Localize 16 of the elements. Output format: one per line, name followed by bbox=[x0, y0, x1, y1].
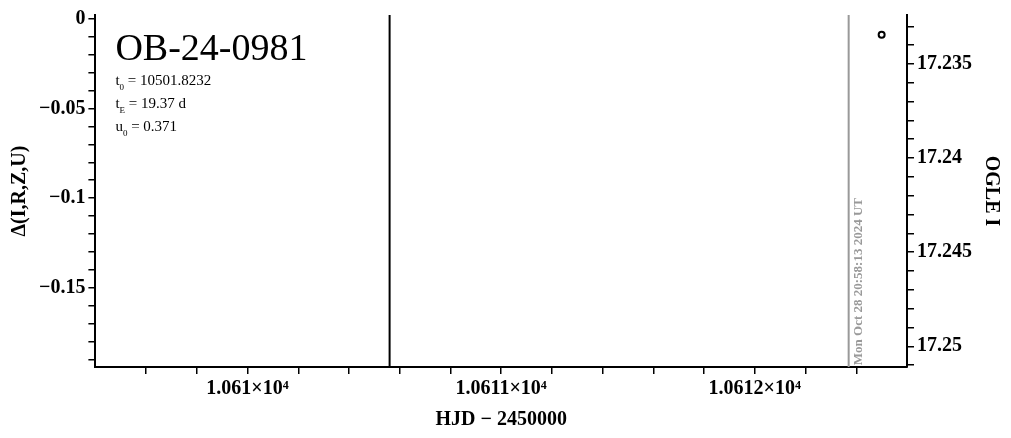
chart-title: OB-24-0981 bbox=[115, 26, 308, 68]
y2-tick-label: 17.245 bbox=[917, 239, 972, 262]
x-tick-label: 1.061×10⁴ bbox=[206, 376, 289, 399]
x-tick-label: 1.0611×10⁴ bbox=[455, 376, 547, 399]
y-axis-title: Δ(I,R,Z,U) bbox=[7, 145, 31, 237]
y-tick-label: 0 bbox=[75, 5, 86, 28]
x-tick-label: 1.0612×10⁴ bbox=[708, 376, 802, 399]
x-axis-title: HJD − 2450000 bbox=[435, 407, 567, 430]
y-tick-label: −0.1 bbox=[48, 185, 86, 208]
y2-axis-title: OGLE I bbox=[981, 155, 1004, 227]
y2-tick-label: 17.24 bbox=[917, 145, 962, 168]
annotation: Mon Oct 28 20:58:13 2024 UT bbox=[849, 197, 865, 366]
y2-tick-label: 17.25 bbox=[917, 333, 962, 356]
y-tick-label: −0.15 bbox=[38, 275, 86, 298]
y-tick-label: −0.05 bbox=[38, 95, 86, 118]
y2-tick-label: 17.235 bbox=[917, 51, 972, 74]
